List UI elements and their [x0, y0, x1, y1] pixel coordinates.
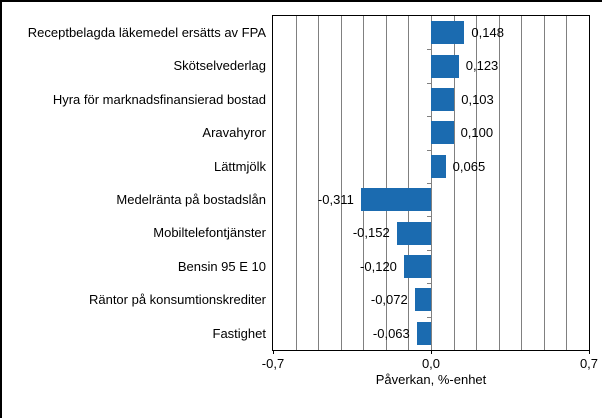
bar: [360, 188, 431, 212]
gridline: [340, 16, 342, 350]
value-label: -0,072: [370, 292, 408, 308]
gridline: [385, 16, 387, 350]
bar: [416, 321, 431, 345]
gridline: [453, 16, 455, 350]
bar: [396, 221, 431, 245]
gridline: [520, 16, 522, 350]
x-tick-mark: [589, 350, 590, 354]
bar: [431, 21, 465, 45]
value-label: 0,100: [460, 125, 494, 141]
value-label: 0,123: [465, 58, 499, 74]
zero-axis-tick: [427, 83, 431, 84]
gridline: [430, 16, 432, 350]
zero-axis-tick: [427, 283, 431, 284]
bar: [431, 121, 454, 145]
plot-area: 0,148 0,123 0,103 0,100 0,065 -0,311 -0,152 -0,…: [272, 15, 590, 351]
x-tick-label: 0,7: [579, 356, 599, 371]
x-tick-label: 0,0: [421, 356, 441, 371]
value-label: 0,148: [471, 25, 504, 40]
value-label: -0,063: [372, 325, 410, 341]
category-label: Fastighet: [212, 325, 266, 341]
bar: [414, 288, 431, 312]
bar: [431, 54, 459, 78]
bar: [403, 255, 431, 278]
category-label: Medelränta på bostadslån: [116, 192, 266, 207]
value-label: -0,311: [317, 192, 354, 207]
zero-axis-tick: [427, 116, 431, 117]
x-tick-mark: [273, 350, 274, 354]
gridline: [498, 16, 500, 350]
bar: [431, 154, 446, 178]
zero-axis-tick: [427, 216, 431, 217]
category-label: Receptbelagda läkemedel ersätts av FPA: [27, 25, 266, 40]
value-label: 0,065: [452, 158, 486, 174]
zero-axis-tick: [427, 250, 431, 251]
x-tick-mark: [431, 350, 432, 354]
zero-axis-tick: [427, 317, 431, 318]
gridline: [295, 16, 297, 350]
gridline: [362, 16, 364, 350]
figure-border-top: [0, 0, 602, 2]
category-axis: Receptbelagda läkemedel ersätts av FPA Sk…: [0, 16, 266, 350]
category-label: Bensin 95 E 10: [177, 258, 266, 274]
category-label: Lättmjölk: [213, 158, 266, 174]
gridline: [543, 16, 545, 350]
gridline: [565, 16, 567, 350]
zero-axis-tick: [427, 150, 431, 151]
bar: [431, 88, 455, 111]
x-axis-title: Påverkan, %-enhet: [375, 372, 487, 387]
value-label: -0,120: [360, 258, 397, 274]
value-label: -0,152: [352, 225, 390, 241]
gridline: [475, 16, 477, 350]
value-label: 0,103: [461, 91, 494, 107]
figure-border-left: [0, 0, 2, 418]
zero-axis-tick: [427, 49, 431, 50]
category-label: Aravahyror: [202, 125, 266, 141]
category-label: Mobiltelefontjänster: [153, 225, 266, 241]
x-tick-label: -0,7: [261, 356, 285, 371]
category-label: Räntor på konsumtionskrediter: [88, 292, 266, 308]
zero-axis-tick: [427, 183, 431, 184]
gridline: [407, 16, 409, 350]
category-label: Hyra för marknadsfinansierad bostad: [52, 91, 266, 107]
category-label: Skötselvederlag: [173, 58, 267, 74]
gridline: [317, 16, 319, 350]
